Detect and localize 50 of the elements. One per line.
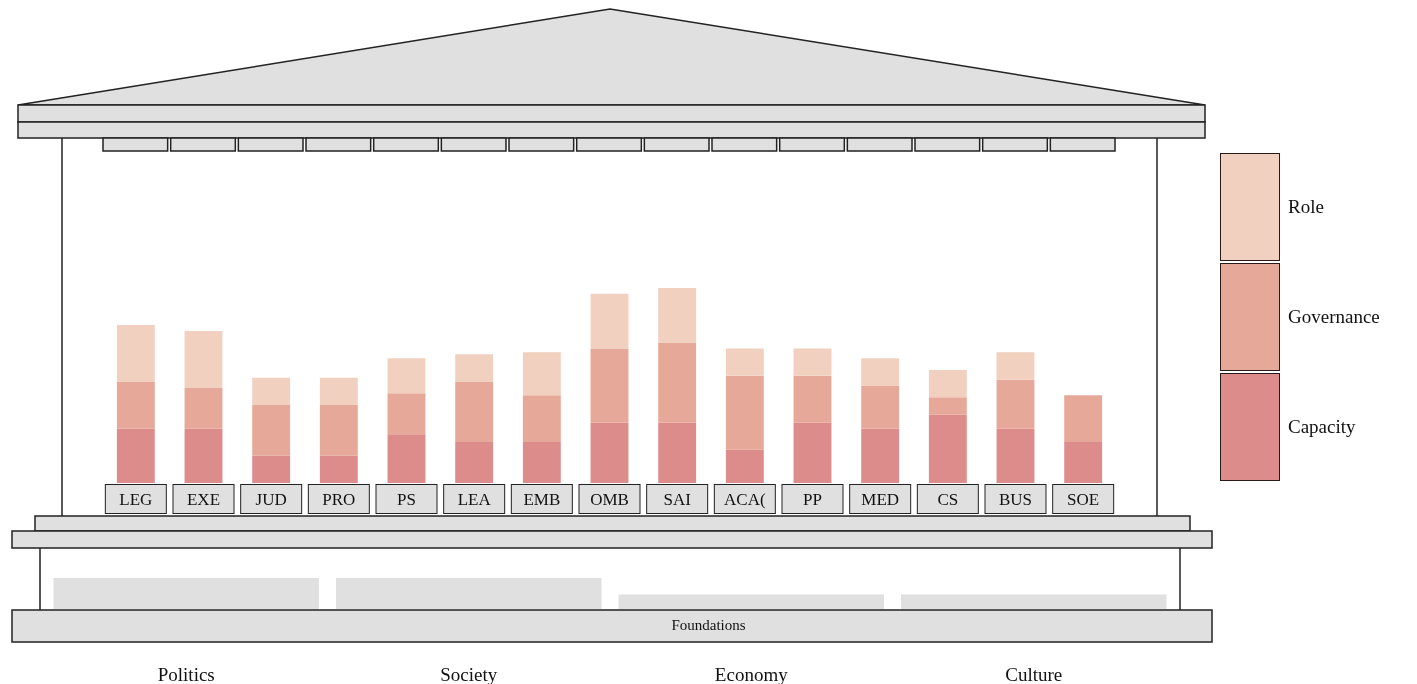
text: Capacity	[1288, 416, 1356, 438]
bar	[793, 375, 832, 423]
bar	[522, 395, 561, 443]
bar	[793, 348, 832, 376]
bar	[861, 358, 900, 386]
x-tick-label: Politics	[157, 664, 215, 684]
bar	[725, 348, 764, 376]
bar	[387, 393, 426, 435]
text: Governance	[1288, 306, 1380, 328]
bar	[725, 375, 764, 450]
bar	[116, 381, 155, 429]
x-tick-label: PS	[397, 489, 416, 509]
bar	[996, 352, 1035, 380]
bar	[1064, 395, 1103, 443]
bar	[387, 358, 426, 394]
x-tick-label: PRO	[322, 489, 356, 509]
bar	[252, 377, 291, 405]
x-tick-label: BUS	[998, 489, 1033, 509]
bar	[184, 330, 223, 388]
bar	[928, 369, 967, 398]
bar	[861, 385, 900, 429]
text: Foundations	[671, 616, 746, 633]
x-tick-label: SOE	[1067, 489, 1100, 509]
bar	[184, 387, 223, 429]
x-tick-label: JUD	[255, 489, 287, 509]
x-tick-label: CS	[937, 489, 959, 509]
x-tick-label: ACA(	[724, 489, 766, 509]
bar	[522, 352, 561, 396]
bar	[658, 342, 697, 423]
x-tick-label: MED	[861, 489, 900, 509]
bar	[319, 405, 358, 456]
bar	[928, 397, 967, 415]
x-tick-label: Culture	[1005, 664, 1063, 684]
bar	[590, 348, 629, 423]
bar	[455, 354, 494, 382]
text: Role	[1288, 196, 1324, 218]
x-tick-label: LEA	[457, 489, 492, 509]
bar	[590, 293, 629, 349]
x-tick-label: LEG	[119, 489, 153, 509]
bar	[658, 288, 697, 343]
bar	[116, 325, 155, 382]
bar	[996, 379, 1035, 429]
x-tick-label: PP	[803, 489, 822, 509]
bar	[319, 377, 358, 405]
x-tick-label: EXE	[186, 489, 221, 509]
x-tick-label: OMB	[590, 489, 629, 509]
bar	[252, 405, 291, 456]
bar	[455, 381, 494, 443]
x-tick-label: SAI	[663, 489, 692, 509]
x-tick-label: EMB	[523, 489, 561, 509]
